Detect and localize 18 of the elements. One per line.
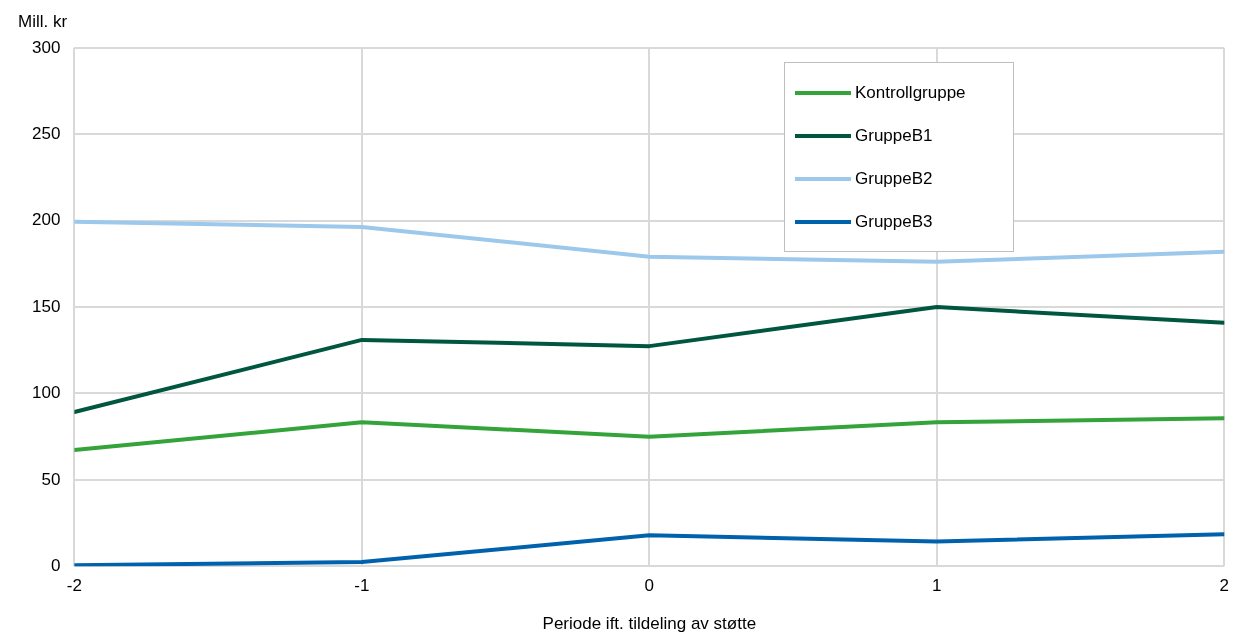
y-tick-label: 250 — [31, 124, 61, 144]
y-tick-label: 150 — [31, 296, 61, 316]
y-tick-label: 100 — [31, 383, 61, 403]
y-axis-title: Mill. kr — [18, 12, 68, 32]
y-tick-label: 50 — [41, 469, 61, 489]
x-tick-label: 2 — [1219, 576, 1230, 596]
legend-label: Kontrollgruppe — [855, 82, 966, 103]
legend-label: GruppeB2 — [855, 168, 933, 189]
x-tick-label: 1 — [932, 576, 942, 596]
y-tick-label: 0 — [50, 555, 61, 575]
y-tick-label: 200 — [31, 210, 61, 230]
x-tick-label: -2 — [66, 576, 82, 596]
y-tick-label: 300 — [31, 37, 61, 57]
legend-label: GruppeB1 — [855, 125, 933, 146]
legend-label: GruppeB3 — [855, 211, 933, 232]
x-axis-title: Periode ift. tildeling av støtte — [542, 614, 757, 634]
x-tick-label: -1 — [354, 576, 370, 596]
x-tick-label: 0 — [644, 576, 655, 596]
